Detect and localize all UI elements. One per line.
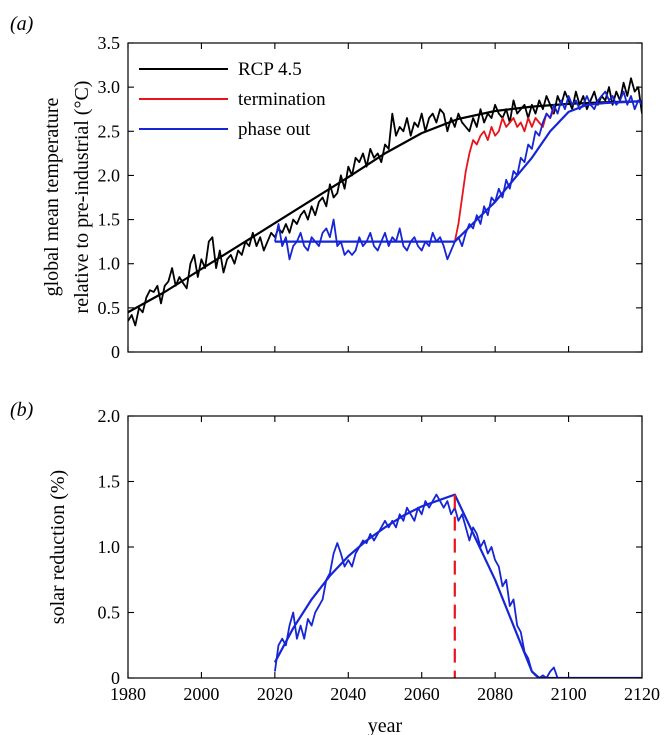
legend: RCP 4.5 termination phase out [139, 59, 326, 140]
y-tick-label: 0 [111, 342, 120, 362]
series-line-termination [453, 108, 555, 242]
panel-b-solar-reduction: (b) solar reduction (%) 1980 2000 2020 2040 20… [10, 399, 660, 735]
y-tick-label: 2.5 [98, 121, 121, 141]
plot-area [273, 493, 642, 678]
series-line-trace-0 [274, 493, 642, 678]
x-tick-label: 2000 [183, 684, 219, 704]
y-tick-label: 2.0 [98, 406, 121, 426]
x-tick-label: 2100 [551, 684, 587, 704]
panel-a-temperature: (a) global mean temperature relative to pr… [10, 13, 643, 362]
panel-letter: (b) [10, 399, 34, 421]
x-axis-title: year [368, 715, 403, 735]
series-line-trace-4 [274, 100, 642, 243]
y-tick-label: 2.0 [98, 165, 121, 185]
y-tick-label: 0.5 [98, 603, 121, 623]
x-tick-label: 2060 [404, 684, 440, 704]
legend-label: phase out [238, 119, 311, 140]
legend-label: RCP 4.5 [238, 59, 302, 80]
panel-letter: (a) [10, 13, 34, 35]
plot-area [128, 77, 642, 327]
y-tick-label: 0 [111, 668, 120, 688]
x-tick-label: 1980 [110, 684, 146, 704]
y-tick-label: 3.0 [98, 77, 121, 97]
y-tick-label: 1.0 [98, 254, 121, 274]
y-axis-title: global mean temperature [41, 97, 63, 296]
series-line-trace-1 [273, 493, 642, 678]
y-tick-label: 1.5 [98, 472, 121, 492]
plot-frame [127, 42, 643, 353]
series-line-trace-1 [128, 100, 642, 314]
y-axis-title: relative to pre-industrial (°C) [71, 81, 93, 314]
x-tick-label: 2120 [624, 684, 660, 704]
plot-frame [127, 415, 643, 679]
x-tick-label: 2020 [257, 684, 293, 704]
y-tick-label: 3.5 [98, 33, 121, 53]
y-axis-title: solar reduction (%) [47, 470, 69, 624]
series-line-rcp-4-5 [128, 77, 642, 327]
legend-label: termination [238, 89, 326, 110]
y-tick-label: 1.5 [98, 210, 121, 230]
x-tick-label: 2040 [330, 684, 366, 704]
y-tick-label: 1.0 [98, 537, 121, 557]
y-tick-label: 0.5 [98, 298, 121, 318]
x-tick-label: 2080 [477, 684, 513, 704]
